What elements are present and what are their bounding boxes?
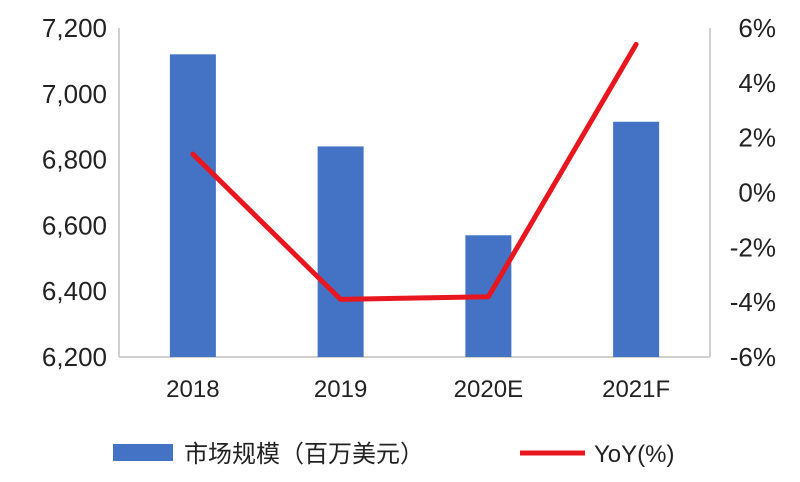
category-labels: 2018 2019 2020E 2021F <box>166 376 670 403</box>
bar-series <box>169 54 660 357</box>
legend: 市场规模（百万美元） YoY(%) <box>113 441 674 468</box>
right-tick-label: 0% <box>738 178 776 208</box>
category-label: 2018 <box>166 376 219 403</box>
legend-line-label: YoY(%) <box>594 441 674 468</box>
left-tick-label: 6,200 <box>42 342 107 372</box>
right-tick-label: -4% <box>730 287 776 317</box>
bar <box>317 146 364 357</box>
yoy-line <box>190 41 639 302</box>
bar <box>169 54 216 357</box>
line-series <box>190 41 639 302</box>
right-axis-ticks: 6% 4% 2% 0% -2% -4% -6% <box>730 13 776 372</box>
legend-bar-swatch <box>113 444 173 461</box>
left-tick-label: 6,800 <box>42 145 107 175</box>
right-tick-label: -6% <box>730 342 776 372</box>
bar <box>613 121 660 357</box>
left-tick-label: 7,200 <box>42 13 107 43</box>
left-tick-label: 6,400 <box>42 276 107 306</box>
left-tick-label: 7,000 <box>42 79 107 109</box>
right-tick-label: 2% <box>738 123 776 153</box>
right-tick-label: 4% <box>738 68 776 98</box>
right-tick-label: 6% <box>738 13 776 43</box>
legend-bar-label: 市场规模（百万美元） <box>184 441 424 468</box>
category-label: 2020E <box>454 376 523 403</box>
right-tick-label: -2% <box>730 232 776 262</box>
left-axis-ticks: 7,200 7,000 6,800 6,600 6,400 6,200 <box>42 13 107 372</box>
category-label: 2019 <box>314 376 367 403</box>
category-label: 2021F <box>602 376 670 403</box>
left-tick-label: 6,600 <box>42 210 107 240</box>
